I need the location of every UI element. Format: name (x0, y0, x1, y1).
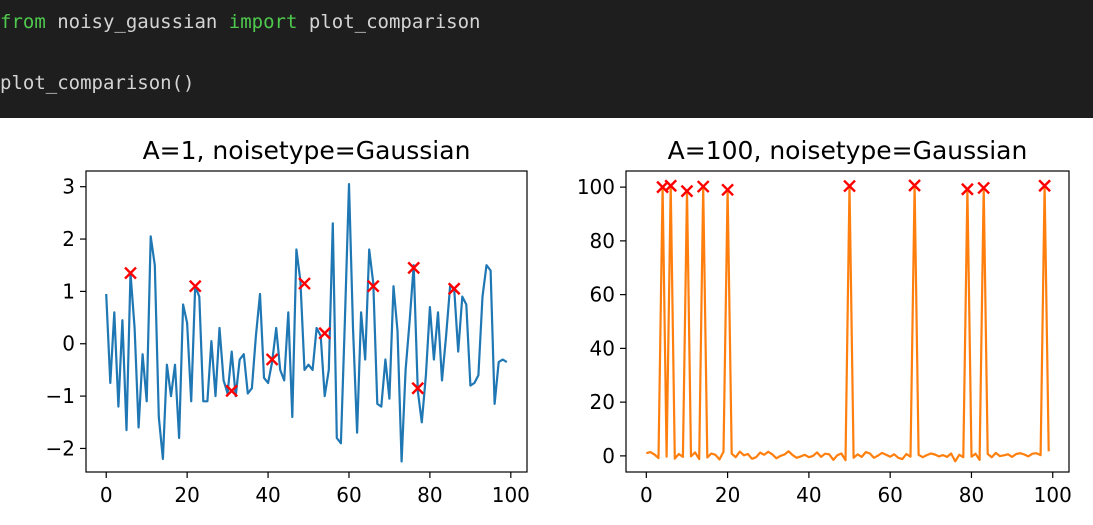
x-tick-label: 20 (174, 483, 199, 507)
peak-marker (680, 184, 694, 198)
keyword-import: import (228, 11, 298, 33)
peak-marker (366, 279, 380, 293)
y-tick-label: 2 (62, 227, 75, 251)
chart-title: A=100, noisetype=Gaussian (668, 136, 1028, 165)
x-tick-label: 40 (255, 483, 280, 507)
peak-marker (124, 266, 137, 280)
peak-marker (977, 181, 990, 195)
x-tick-label: 100 (492, 483, 530, 507)
y-tick-label: 0 (602, 444, 615, 468)
y-tick-label: −1 (46, 384, 75, 408)
peak-marker (298, 277, 311, 290)
y-tick-label: 1 (62, 279, 75, 303)
peak-marker (843, 179, 856, 193)
x-tick-label: 80 (417, 483, 442, 507)
imported-name: plot_comparison (297, 11, 481, 33)
axes-frame (85, 170, 528, 473)
y-tick-label: 3 (62, 175, 75, 199)
x-tick-label: 80 (959, 483, 984, 507)
x-tick-label: 60 (336, 483, 361, 507)
x-tick-label: 0 (100, 483, 113, 507)
axes-frame (625, 170, 1070, 473)
peak-marker (721, 183, 734, 197)
peak-marker (1038, 179, 1051, 193)
module-name: noisy_gaussian (45, 11, 229, 33)
chart-right: A=100, noisetype=Gaussian 0 20 40 60 80 100 0 20… (577, 136, 1072, 507)
peak-marker (447, 282, 461, 296)
y-tick-label: 40 (590, 336, 615, 360)
peak-marker (696, 180, 710, 193)
code-line-import: from noisy_gaussian import plot_comparis… (0, 11, 480, 33)
peak-marker (908, 179, 921, 192)
peak-marker (407, 261, 421, 275)
y-tick-label: 60 (590, 283, 615, 307)
x-tick-label: 100 (1034, 483, 1072, 507)
peak-marker (265, 353, 279, 366)
chart-left: A=1, noisetype=Gaussian 0 20 40 60 80 100 −2 −1 0… (46, 136, 530, 507)
keyword-from: from (0, 11, 46, 33)
series-line (646, 184, 1050, 463)
y-tick-label: 0 (62, 332, 75, 356)
y-tick-label: 20 (590, 390, 615, 414)
y-tick-label: 100 (577, 175, 615, 199)
y-tick-label: −2 (46, 436, 75, 460)
chart-title: A=1, noisetype=Gaussian (143, 136, 471, 165)
x-tick-label: 40 (796, 483, 821, 507)
code-cell[interactable]: from noisy_gaussian import plot_comparis… (0, 0, 1093, 107)
series-line (105, 182, 508, 463)
peak-marker (318, 326, 332, 340)
x-tick-label: 0 (640, 483, 653, 507)
peak-marker (411, 381, 425, 395)
peak-marker (225, 384, 238, 398)
x-tick-label: 20 (715, 483, 740, 507)
peak-marker (664, 179, 678, 193)
y-tick-label: 80 (590, 229, 615, 253)
peak-marker (961, 182, 974, 196)
peak-marker (188, 279, 202, 293)
x-tick-label: 60 (877, 483, 902, 507)
output-separator (0, 106, 1093, 118)
code-line-call: plot_comparison() (0, 72, 195, 94)
